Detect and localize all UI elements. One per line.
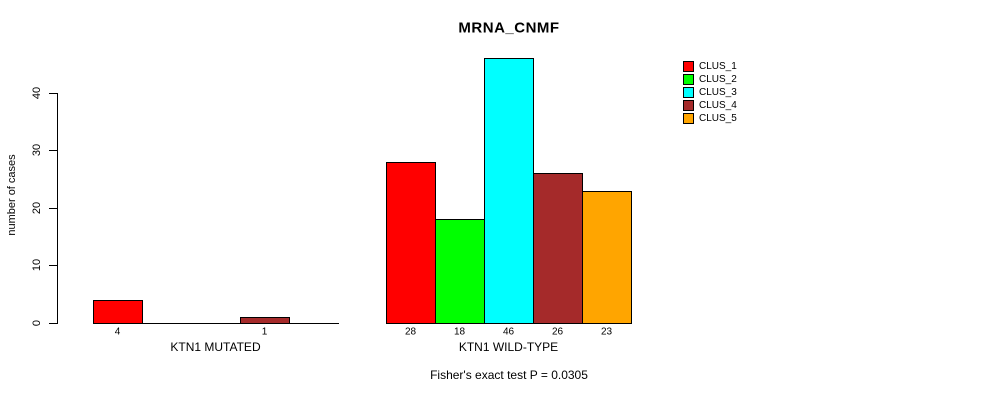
chart-title: MRNA_CNMF — [458, 19, 560, 37]
legend-item: CLUS_1 — [683, 61, 737, 72]
bar-clus_1 — [386, 162, 436, 324]
legend-swatch-clus_3 — [683, 87, 694, 98]
y-axis-tick — [49, 265, 57, 267]
bar-value-label: 23 — [600, 326, 613, 338]
group-label: KTN1 MUTATED — [170, 340, 261, 354]
legend-label: CLUS_1 — [699, 61, 737, 72]
y-axis-tick-label: 0 — [31, 319, 43, 327]
bar-value-label: 18 — [453, 326, 466, 338]
y-axis-line — [57, 92, 58, 324]
legend: CLUS_1 CLUS_2 CLUS_3 CLUS_4 CLUS_5 — [683, 61, 737, 126]
bar-value-label: 4 — [114, 326, 121, 338]
bar-clus_3 — [484, 58, 534, 324]
y-axis-tick — [49, 92, 57, 94]
bar-clus_5 — [582, 191, 632, 324]
fisher-test-caption: Fisher's exact test P = 0.0305 — [430, 368, 588, 382]
y-axis-tick — [49, 323, 57, 324]
legend-item: CLUS_5 — [683, 113, 737, 124]
x-axis-baseline — [93, 323, 339, 324]
legend-swatch-clus_4 — [683, 100, 694, 111]
legend-swatch-clus_1 — [683, 61, 694, 72]
y-axis-tick-label: 20 — [31, 201, 43, 214]
bar-clus_1 — [93, 300, 143, 324]
bar-value-label: 1 — [261, 326, 268, 338]
bar-clus_4 — [240, 317, 290, 324]
legend-label: CLUS_5 — [699, 113, 737, 124]
legend-swatch-clus_2 — [683, 74, 694, 85]
y-axis-tick-label: 40 — [31, 86, 43, 99]
bar-value-label: 46 — [502, 326, 515, 338]
legend-label: CLUS_4 — [699, 100, 737, 111]
legend-item: CLUS_3 — [683, 87, 737, 98]
y-axis-tick — [49, 207, 57, 209]
y-axis-tick-label: 10 — [31, 259, 43, 272]
y-axis-tick — [49, 150, 57, 152]
group-label: KTN1 WILD-TYPE — [458, 340, 559, 354]
bar-clus_4 — [533, 173, 583, 324]
y-axis-title: number of cases — [6, 154, 18, 236]
legend-label: CLUS_2 — [699, 74, 737, 85]
legend-swatch-clus_5 — [683, 113, 694, 124]
bar-value-label: 26 — [551, 326, 564, 338]
bar-clus_2 — [435, 219, 485, 324]
legend-label: CLUS_3 — [699, 87, 737, 98]
bar-value-label: 28 — [404, 326, 417, 338]
legend-item: CLUS_4 — [683, 100, 737, 111]
y-axis-tick-label: 30 — [31, 144, 43, 157]
legend-item: CLUS_2 — [683, 74, 737, 85]
